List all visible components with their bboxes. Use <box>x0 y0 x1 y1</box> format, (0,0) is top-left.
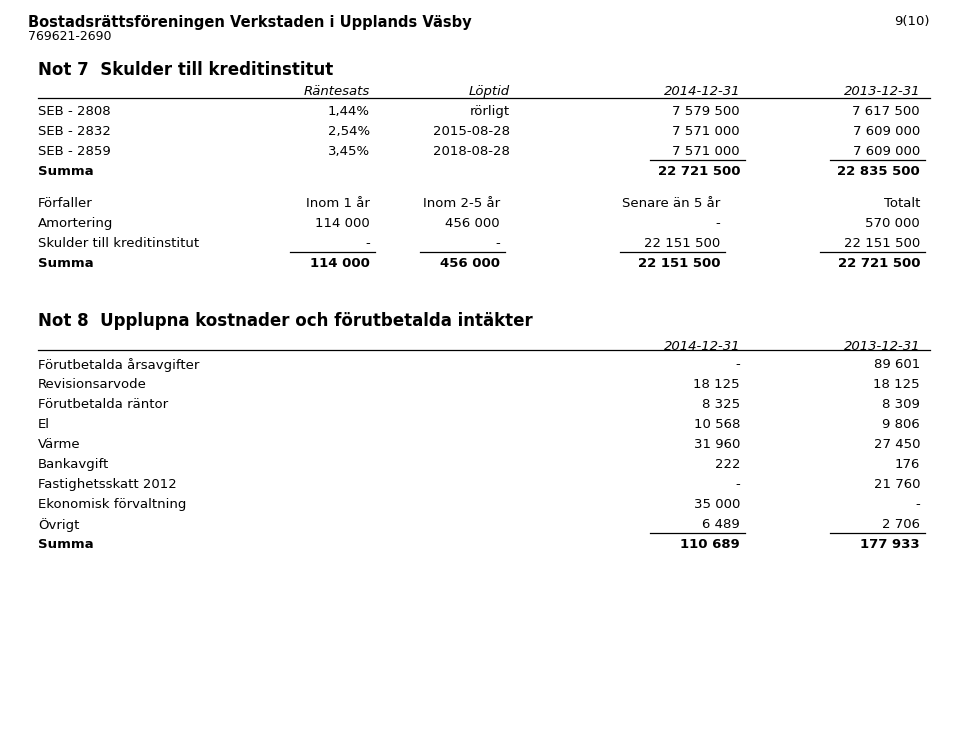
Text: Fastighetsskatt 2012: Fastighetsskatt 2012 <box>38 478 177 491</box>
Text: -: - <box>735 478 740 491</box>
Text: 7 579 500: 7 579 500 <box>672 105 740 118</box>
Text: 35 000: 35 000 <box>694 498 740 511</box>
Text: 27 450: 27 450 <box>874 438 920 451</box>
Text: 1,44%: 1,44% <box>328 105 370 118</box>
Text: Inom 1 år: Inom 1 år <box>306 197 370 210</box>
Text: SEB - 2832: SEB - 2832 <box>38 125 110 138</box>
Text: Inom 2-5 år: Inom 2-5 år <box>422 197 500 210</box>
Text: Förfaller: Förfaller <box>38 197 93 210</box>
Text: Löptid: Löptid <box>468 85 510 98</box>
Text: -: - <box>495 237 500 250</box>
Text: Amortering: Amortering <box>38 217 113 230</box>
Text: 177 933: 177 933 <box>860 538 920 551</box>
Text: Förutbetalda räntor: Förutbetalda räntor <box>38 398 168 411</box>
Text: 456 000: 456 000 <box>440 257 500 270</box>
Text: Not 7  Skulder till kreditinstitut: Not 7 Skulder till kreditinstitut <box>38 61 333 79</box>
Text: 22 151 500: 22 151 500 <box>637 257 720 270</box>
Text: 7 571 000: 7 571 000 <box>672 145 740 158</box>
Text: 456 000: 456 000 <box>445 217 500 230</box>
Text: Revisionsarvode: Revisionsarvode <box>38 378 147 391</box>
Text: 570 000: 570 000 <box>865 217 920 230</box>
Text: Bostadsrättsföreningen Verkstaden i Upplands Väsby: Bostadsrättsföreningen Verkstaden i Uppl… <box>28 15 471 30</box>
Text: Senare än 5 år: Senare än 5 år <box>622 197 720 210</box>
Text: Not 8  Upplupna kostnader och förutbetalda intäkter: Not 8 Upplupna kostnader och förutbetald… <box>38 312 533 330</box>
Text: 2015-08-28: 2015-08-28 <box>433 125 510 138</box>
Text: -: - <box>735 358 740 371</box>
Text: SEB - 2808: SEB - 2808 <box>38 105 110 118</box>
Text: -: - <box>715 217 720 230</box>
Text: 18 125: 18 125 <box>874 378 920 391</box>
Text: 22 151 500: 22 151 500 <box>844 237 920 250</box>
Text: Ekonomisk förvaltning: Ekonomisk förvaltning <box>38 498 186 511</box>
Text: 110 689: 110 689 <box>681 538 740 551</box>
Text: 7 609 000: 7 609 000 <box>852 125 920 138</box>
Text: 222: 222 <box>714 458 740 471</box>
Text: 7 609 000: 7 609 000 <box>852 145 920 158</box>
Text: 114 000: 114 000 <box>310 257 370 270</box>
Text: 2 706: 2 706 <box>882 518 920 531</box>
Text: Bankavgift: Bankavgift <box>38 458 109 471</box>
Text: Totalt: Totalt <box>883 197 920 210</box>
Text: 7 617 500: 7 617 500 <box>852 105 920 118</box>
Text: 2014-12-31: 2014-12-31 <box>663 85 740 98</box>
Text: Räntesats: Räntesats <box>303 85 370 98</box>
Text: 89 601: 89 601 <box>874 358 920 371</box>
Text: 9(10): 9(10) <box>895 15 930 28</box>
Text: 18 125: 18 125 <box>693 378 740 391</box>
Text: Skulder till kreditinstitut: Skulder till kreditinstitut <box>38 237 199 250</box>
Text: 8 309: 8 309 <box>882 398 920 411</box>
Text: Värme: Värme <box>38 438 81 451</box>
Text: Övrigt: Övrigt <box>38 518 80 532</box>
Text: Summa: Summa <box>38 257 94 270</box>
Text: 3,45%: 3,45% <box>328 145 370 158</box>
Text: 2,54%: 2,54% <box>328 125 370 138</box>
Text: 22 151 500: 22 151 500 <box>644 237 720 250</box>
Text: 22 721 500: 22 721 500 <box>837 257 920 270</box>
Text: El: El <box>38 418 50 431</box>
Text: 2014-12-31: 2014-12-31 <box>663 340 740 353</box>
Text: 769621-2690: 769621-2690 <box>28 30 111 43</box>
Text: SEB - 2859: SEB - 2859 <box>38 145 110 158</box>
Text: 21 760: 21 760 <box>874 478 920 491</box>
Text: 22 835 500: 22 835 500 <box>837 165 920 178</box>
Text: -: - <box>915 498 920 511</box>
Text: Summa: Summa <box>38 165 94 178</box>
Text: 114 000: 114 000 <box>315 217 370 230</box>
Text: -: - <box>365 237 370 250</box>
Text: 2018-08-28: 2018-08-28 <box>433 145 510 158</box>
Text: Förutbetalda årsavgifter: Förutbetalda årsavgifter <box>38 358 200 372</box>
Text: 176: 176 <box>895 458 920 471</box>
Text: Summa: Summa <box>38 538 94 551</box>
Text: 31 960: 31 960 <box>694 438 740 451</box>
Text: 10 568: 10 568 <box>694 418 740 431</box>
Text: 9 806: 9 806 <box>882 418 920 431</box>
Text: 22 721 500: 22 721 500 <box>658 165 740 178</box>
Text: 7 571 000: 7 571 000 <box>672 125 740 138</box>
Text: 8 325: 8 325 <box>702 398 740 411</box>
Text: rörligt: rörligt <box>469 105 510 118</box>
Text: 6 489: 6 489 <box>703 518 740 531</box>
Text: 2013-12-31: 2013-12-31 <box>844 340 920 353</box>
Text: 2013-12-31: 2013-12-31 <box>844 85 920 98</box>
